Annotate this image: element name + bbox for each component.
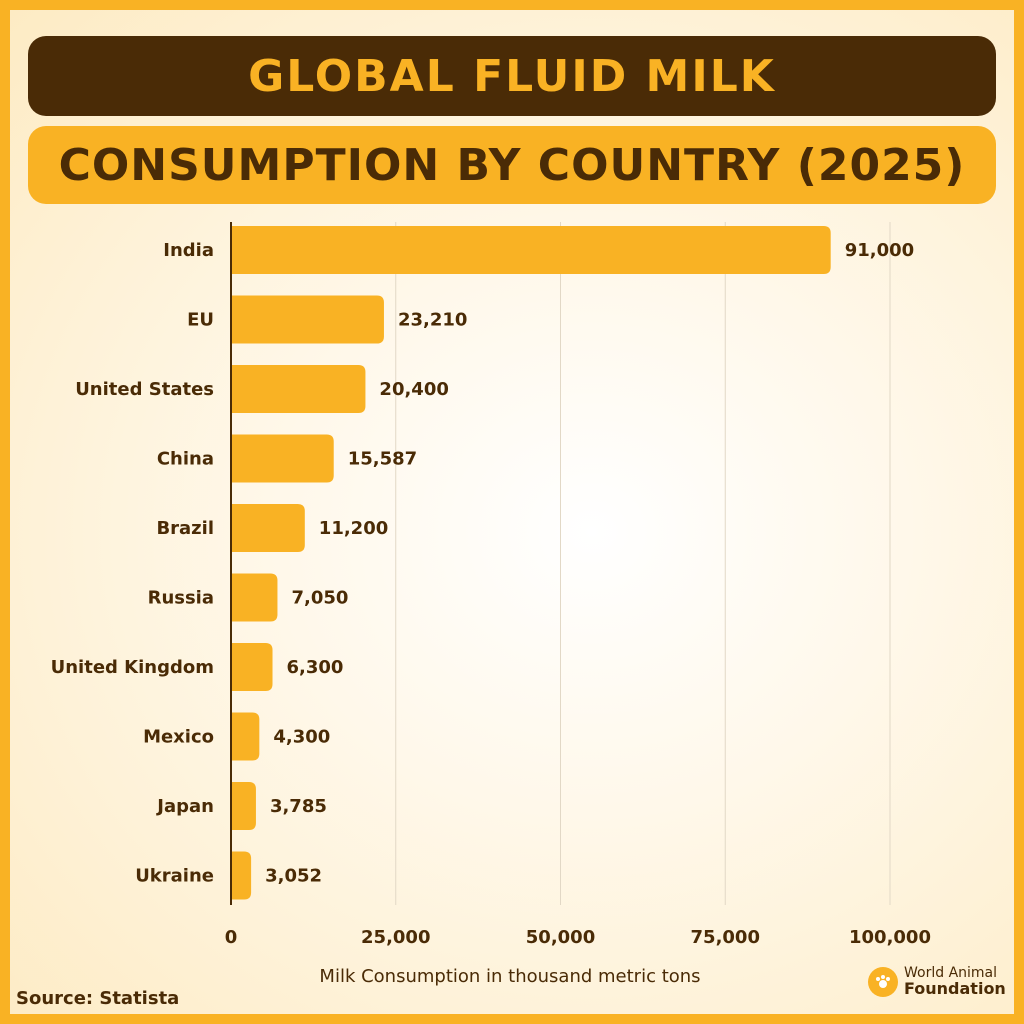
title-banner: GLOBAL FLUID MILK (28, 36, 996, 116)
x-tick-label: 50,000 (526, 927, 595, 948)
value-label: 3,785 (270, 796, 327, 817)
bar (231, 782, 256, 830)
value-label: 3,052 (265, 866, 322, 887)
bar (231, 434, 334, 483)
logo-text-line1: World Animal (904, 965, 998, 981)
chart-subtitle: CONSUMPTION BY COUNTRY (2025) (58, 139, 966, 191)
value-label: 11,200 (319, 518, 388, 539)
category-label: Russia (148, 588, 214, 609)
category-label: China (157, 449, 214, 470)
category-label: Ukraine (135, 866, 214, 887)
bar (231, 851, 252, 900)
bar (231, 712, 260, 761)
source-note: Source: Statista (16, 988, 180, 1009)
value-label: 23,210 (398, 310, 467, 331)
value-label: 20,400 (379, 379, 448, 400)
category-label: India (163, 240, 214, 261)
bar (231, 226, 831, 274)
x-tick-label: 100,000 (849, 927, 931, 948)
bar (231, 365, 366, 413)
x-tick-label: 0 (225, 927, 238, 948)
labels: 0 25,000 50,000 75,000 100,000 India 91,000 EU 2… (51, 240, 931, 948)
x-tick-label: 75,000 (691, 927, 760, 948)
category-label: EU (187, 310, 214, 331)
value-label: 4,300 (273, 727, 330, 748)
bars (231, 226, 831, 900)
chart-title: GLOBAL FLUID MILK (248, 50, 776, 102)
value-label: 7,050 (291, 588, 348, 609)
logo-text-line2: Foundation (904, 978, 1006, 998)
subtitle-banner: CONSUMPTION BY COUNTRY (2025) (28, 126, 996, 204)
category-label: United Kingdom (51, 657, 214, 678)
category-label: United States (75, 379, 214, 400)
bar (231, 573, 278, 622)
paw-icon (868, 966, 898, 997)
bar (231, 295, 384, 344)
x-tick-label: 25,000 (361, 927, 430, 948)
category-label: Brazil (156, 518, 214, 539)
category-label: Mexico (143, 727, 214, 748)
category-label: Japan (155, 796, 214, 817)
bar (231, 504, 305, 552)
brand-logo: World Animal Foundation (868, 966, 1006, 997)
gridlines (395, 222, 891, 905)
x-axis-title: Milk Consumption in thousand metric tons (319, 966, 701, 987)
value-label: 6,300 (287, 657, 344, 678)
bar (231, 643, 273, 691)
value-label: 15,587 (348, 449, 417, 470)
value-label: 91,000 (845, 240, 914, 261)
